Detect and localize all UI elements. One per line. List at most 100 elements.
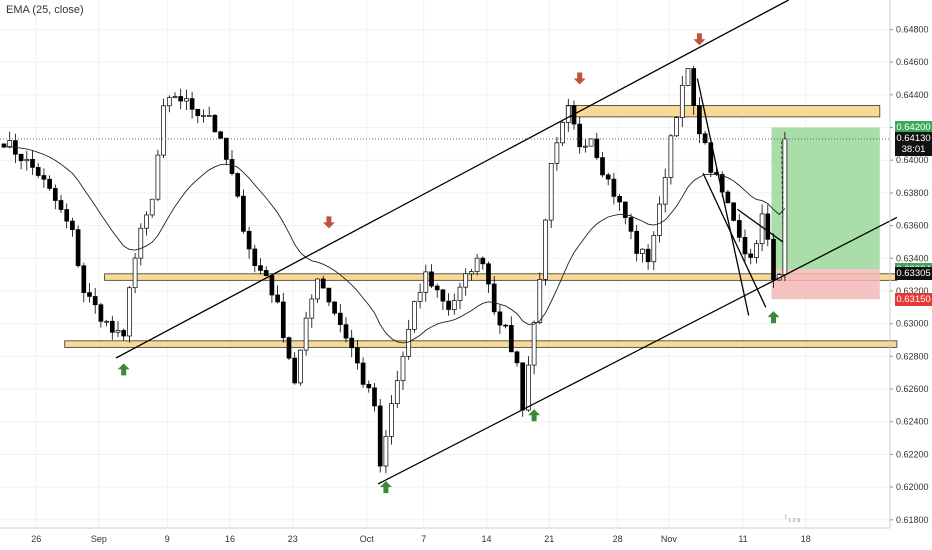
candle-body: [286, 337, 292, 359]
candle: [201, 109, 206, 123]
y-tick-label: 0.62000: [896, 482, 929, 492]
candle-body: [520, 362, 526, 411]
candle-body: [252, 248, 258, 267]
candle-body: [691, 68, 697, 106]
candle-body: [166, 97, 172, 107]
candle: [491, 275, 497, 316]
candle-body: [149, 198, 155, 216]
candle: [337, 304, 343, 333]
candle: [736, 214, 742, 242]
candle: [440, 288, 446, 311]
candle-body: [440, 289, 446, 302]
candle: [383, 430, 389, 474]
candle: [258, 258, 263, 275]
candle-body: [588, 138, 594, 147]
candle-body: [406, 329, 412, 357]
candle: [320, 275, 326, 289]
candle-body: [246, 231, 252, 250]
candle-body: [41, 175, 47, 180]
candle-body: [30, 159, 35, 168]
candle: [480, 256, 486, 270]
x-tick-label: 11: [738, 534, 747, 544]
candle-body: [662, 177, 668, 205]
candle: [560, 121, 565, 147]
candle: [377, 398, 383, 473]
candle: [212, 114, 218, 133]
candle-body: [377, 405, 383, 467]
y-tick-label: 0.63200: [896, 286, 929, 296]
candle-body: [104, 320, 109, 323]
candle-body: [508, 324, 514, 353]
candle: [275, 285, 280, 304]
candle: [577, 116, 583, 154]
candle-body: [434, 285, 440, 291]
candle-body: [645, 248, 651, 263]
candle-body: [577, 123, 583, 148]
price-tag: 0.63150: [895, 292, 932, 306]
candle: [229, 150, 235, 176]
candle: [92, 287, 98, 314]
candle: [360, 357, 366, 388]
candle: [565, 98, 571, 132]
candle: [765, 204, 771, 247]
candle: [423, 264, 429, 302]
candle: [679, 76, 685, 128]
candle-body: [457, 286, 463, 301]
candle: [18, 153, 24, 170]
candle-body: [189, 98, 195, 110]
candle-body: [218, 131, 223, 139]
y-tick-label: 0.63800: [896, 188, 929, 198]
time-axis: 26 Sep 9 16 23 Oct 7 14 21 28 Nov 11 18: [0, 527, 890, 544]
candle: [417, 283, 423, 309]
candle: [508, 316, 514, 353]
candle-body: [754, 243, 759, 258]
down-arrow-icon: [322, 216, 335, 229]
y-tick-label: 0.62800: [896, 351, 929, 361]
candle: [412, 300, 417, 333]
candle: [1, 143, 7, 149]
candle: [241, 189, 246, 234]
candle-body: [594, 138, 600, 158]
candle-body: [52, 188, 58, 201]
candle-body: [697, 105, 702, 135]
candle: [75, 225, 81, 268]
candle: [195, 108, 201, 124]
candle: [537, 272, 543, 325]
candle-body: [372, 387, 377, 407]
candle-body: [605, 174, 611, 180]
candle-body: [634, 230, 640, 254]
candle: [611, 172, 617, 205]
candle: [594, 132, 600, 160]
trendline: [696, 78, 750, 316]
candle-body: [258, 265, 263, 271]
candle-body: [668, 135, 674, 178]
candle: [674, 116, 679, 138]
candle: [315, 278, 320, 304]
candle-body: [109, 320, 115, 333]
x-tick-label: 9: [165, 534, 170, 544]
candle: [583, 138, 588, 153]
candle-body: [349, 337, 355, 349]
watermark-logo: ⁷₁₂₉: [784, 513, 802, 523]
candle-body: [298, 349, 303, 384]
candle: [13, 133, 18, 163]
up-arrow-icon: [767, 311, 780, 324]
candle-body: [451, 300, 457, 310]
candle-body: [548, 162, 554, 221]
y-tick-label: 0.63000: [896, 319, 929, 329]
candle: [742, 229, 748, 262]
candle-body: [275, 294, 280, 303]
candle: [252, 244, 258, 273]
candle-body: [326, 287, 332, 303]
candle-body: [412, 301, 417, 330]
candle: [497, 305, 503, 334]
candle: [725, 189, 731, 204]
price-tag: 38:01: [895, 143, 932, 157]
candle: [486, 261, 491, 293]
candle: [7, 131, 13, 149]
price-tag: 0.64130: [895, 132, 932, 146]
candle-body: [600, 157, 605, 176]
candle: [47, 175, 52, 191]
candle: [548, 162, 554, 229]
